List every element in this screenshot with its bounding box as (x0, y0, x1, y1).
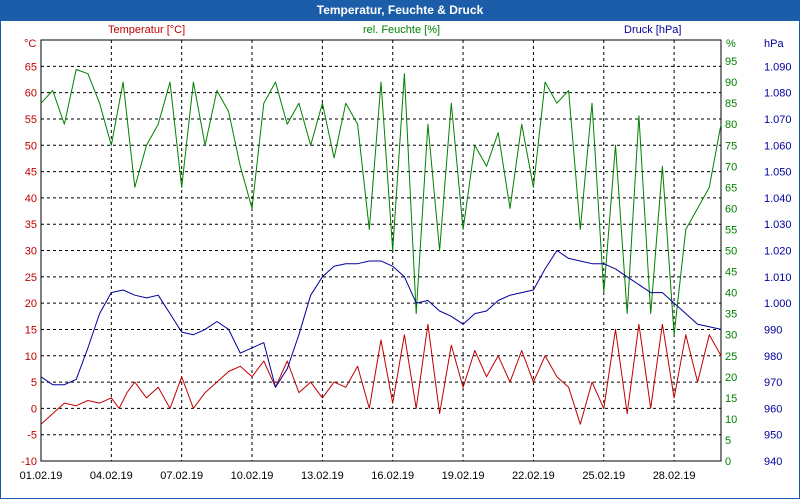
pressure-tick-label: 1.000 (764, 298, 792, 310)
humidity-tick-label: 10 (725, 414, 737, 426)
humidity-tick-label: 75 (725, 140, 737, 152)
humidity-tick-label: 15 (725, 393, 737, 405)
pressure-tick-label: 970 (764, 377, 782, 389)
humidity-tick-label: 95 (725, 56, 737, 68)
temperature-tick-label: -5 (27, 430, 37, 442)
x-tick-label: 16.02.19 (371, 470, 414, 482)
pressure-tick-label: 1.020 (764, 246, 792, 258)
pressure-tick-label: 940 (764, 456, 782, 468)
pressure-tick-label: 1.060 (764, 140, 792, 152)
x-tick-label: 07.02.19 (160, 470, 203, 482)
humidity-tick-label: 25 (725, 351, 737, 363)
x-tick-label: 10.02.19 (231, 470, 274, 482)
temperature-tick-label: 15 (25, 324, 37, 336)
temperature-series-label: Temperatur [°C] (108, 24, 186, 36)
humidity-tick-label: 80 (725, 119, 737, 131)
humidity-unit: % (726, 38, 736, 50)
temperature-tick-label: 45 (25, 167, 37, 179)
temperature-tick-label: 60 (25, 88, 37, 100)
temperature-tick-label: 65 (25, 61, 37, 73)
pressure-series-line (40, 250, 722, 388)
temperature-tick-label: 40 (25, 193, 37, 205)
temperature-tick-label: 55 (25, 114, 37, 126)
humidity-series-label: rel. Feuchte [%] (363, 24, 441, 36)
humidity-tick-label: 40 (725, 288, 737, 300)
humidity-tick-label: 45 (725, 267, 737, 279)
humidity-tick-label: 50 (725, 246, 737, 258)
humidity-tick-label: 85 (725, 98, 737, 110)
humidity-tick-label: 55 (725, 224, 737, 236)
humidity-tick-label: 0 (725, 456, 731, 468)
x-tick-label: 19.02.19 (442, 470, 485, 482)
temperature-tick-label: 50 (25, 140, 37, 152)
temperature-tick-label: 5 (31, 377, 37, 389)
temperature-tick-label: 0 (31, 403, 37, 415)
temperature-tick-label: 35 (25, 219, 37, 231)
humidity-tick-label: 20 (725, 372, 737, 384)
temperature-tick-label: 10 (25, 351, 37, 363)
x-tick-label: 25.02.19 (582, 470, 625, 482)
pressure-tick-label: 1.090 (764, 61, 792, 73)
pressure-tick-label: 1.010 (764, 272, 792, 284)
pressure-tick-label: 1.030 (764, 219, 792, 231)
pressure-tick-label: 980 (764, 351, 782, 363)
humidity-tick-label: 90 (725, 77, 737, 89)
temperature-unit: °C (24, 38, 37, 50)
temperature-tick-label: 25 (25, 272, 37, 284)
temperature-tick-label: 30 (25, 246, 37, 258)
x-tick-label: 28.02.19 (653, 470, 696, 482)
pressure-tick-label: 950 (764, 430, 782, 442)
temperature-tick-label: 20 (25, 298, 37, 310)
pressure-tick-label: 1.080 (764, 88, 792, 100)
pressure-tick-label: 1.070 (764, 114, 792, 126)
x-tick-label: 13.02.19 (301, 470, 344, 482)
temperature-series-line (40, 323, 722, 425)
pressure-tick-label: 1.050 (764, 167, 792, 179)
x-tick-label: 22.02.19 (512, 470, 555, 482)
x-tick-label: 01.02.19 (20, 470, 63, 482)
pressure-unit: hPa (764, 38, 784, 50)
pressure-tick-label: 1.040 (764, 193, 792, 205)
humidity-tick-label: 65 (725, 182, 737, 194)
x-tick-label: 04.02.19 (90, 470, 133, 482)
pressure-series-label: Druck [hPa] (624, 24, 682, 36)
plot-area (40, 39, 722, 462)
humidity-tick-label: 30 (725, 330, 737, 342)
humidity-series-line (40, 69, 722, 336)
temperature-tick-label: -10 (21, 456, 37, 468)
pressure-tick-label: 960 (764, 403, 782, 415)
humidity-tick-label: 60 (725, 203, 737, 215)
window-title: Temperatur, Feuchte & Druck (0, 0, 800, 21)
humidity-tick-label: 35 (725, 309, 737, 321)
pressure-tick-label: 990 (764, 324, 782, 336)
humidity-tick-label: 70 (725, 161, 737, 173)
humidity-tick-label: 5 (725, 435, 731, 447)
